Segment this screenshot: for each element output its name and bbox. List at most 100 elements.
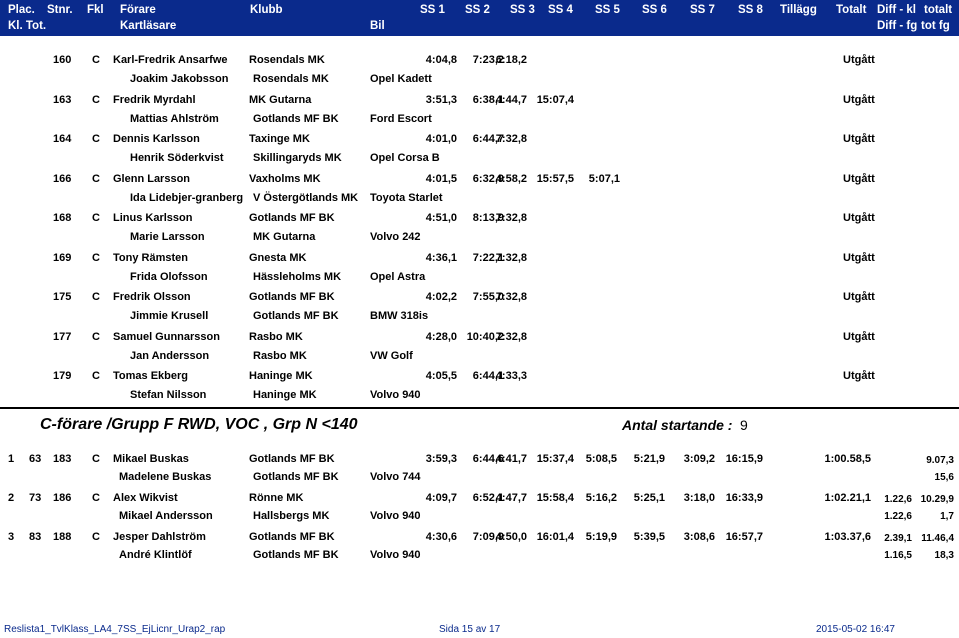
entry-driver: Linus Karlsson — [113, 212, 193, 224]
entry-driver: Samuel Gunnarsson — [113, 330, 220, 343]
result-stage-time: 5:21,9 — [633, 453, 665, 465]
result-stnr: 186 — [53, 492, 72, 504]
result-driver-club: Gotlands MF BK — [249, 531, 335, 543]
header-klubb: Klubb — [250, 4, 283, 16]
header-ss3: SS 3 — [510, 4, 535, 16]
result-stage-time: 4:47,7 — [495, 492, 527, 504]
entry-navigator: Jan Andersson — [130, 349, 210, 362]
entry-status: Utgått — [843, 212, 875, 224]
header-fkl: Fkl — [87, 4, 104, 16]
result-stage-time: 5:19,9 — [585, 531, 617, 543]
entry-class: C — [92, 54, 100, 66]
result-stage-time: 5:08,5 — [585, 453, 617, 465]
entry-stage-time: 6:44,1 — [472, 370, 504, 382]
result-car: Volvo 940 — [370, 549, 421, 561]
result-diff-total: 10.29,9 — [920, 494, 954, 505]
result-navigator: André Klintlöf — [119, 549, 192, 561]
entry-driver-club: MK Gutarna — [249, 93, 312, 106]
entry-stage-time: 4:36,1 — [425, 251, 457, 264]
entry-stnr: 175 — [53, 291, 72, 303]
footer-filename: Reslista1_TvlKlass_LA4_7SS_EjLicnr_Urap2… — [4, 624, 226, 635]
footer-page: Sida 15 av 17 — [439, 624, 501, 635]
entry-stage-time: 6:44,7 — [472, 133, 504, 145]
result-driver: Jesper Dahlström — [113, 531, 206, 543]
entry-class: C — [92, 251, 100, 264]
entry-class: C — [92, 291, 100, 303]
result-stage-time: 3:09,2 — [683, 453, 715, 465]
result-class: C — [92, 531, 100, 543]
result-total: 1:00.58,5 — [824, 453, 871, 465]
entry-stage-time: 7:32,8 — [495, 133, 527, 145]
entry-driver-club: Rasbo MK — [249, 330, 303, 343]
result-stnr: 188 — [53, 531, 72, 543]
entry-stage-time: 4:01,0 — [425, 133, 457, 145]
header-ss4: SS 4 — [548, 4, 573, 16]
header-ss7: SS 7 — [690, 4, 715, 16]
result-stage-time: 5:25,1 — [633, 492, 665, 504]
entry-status: Utgått — [843, 291, 875, 303]
header-plac: Plac. — [8, 4, 35, 16]
header-ss8: SS 8 — [738, 4, 763, 16]
entry-navigator-club: Skillingaryds MK — [253, 152, 342, 164]
entry-navigator-club: Rosendals MK — [253, 73, 329, 85]
header-totalt-diff: totalt — [924, 4, 953, 16]
entry-class: C — [92, 330, 100, 343]
footer-timestamp: 2015-05-02 16:47 — [816, 624, 895, 635]
entry-stage-time: 8:13,9 — [472, 212, 504, 224]
header-totalt: Totalt — [836, 4, 867, 16]
header-tillagg: Tillägg — [780, 4, 817, 16]
result-stage-time: 5:39,5 — [633, 531, 665, 543]
result-overall-place: 83 — [29, 531, 42, 543]
entry-stage-time: 7:32,8 — [495, 291, 527, 303]
entry-class: C — [92, 370, 100, 382]
result-overall-place: 63 — [29, 453, 42, 465]
entry-stage-time: 7:32,8 — [495, 330, 527, 343]
entry-stage-time: 7:23,2 — [472, 54, 504, 66]
section-divider — [0, 407, 959, 409]
entry-car: BMW 318is — [370, 310, 429, 322]
entry-stage-time: 7:22,1 — [472, 251, 504, 264]
result-tot-fg: 1,7 — [940, 511, 954, 522]
result-class: C — [92, 453, 100, 465]
entry-stage-time: 4:44,7 — [495, 93, 527, 106]
entry-driver: Karl-Fredrik Ansarfwe — [113, 54, 228, 66]
result-car: Volvo 940 — [370, 510, 421, 522]
entry-stage-time: 7:32,8 — [495, 212, 527, 224]
entry-stage-time: 6:32,9 — [472, 172, 504, 185]
entry-driver-club: Vaxholms MK — [249, 172, 321, 185]
result-driver: Alex Wikvist — [113, 492, 178, 504]
entry-stnr: 166 — [53, 172, 72, 185]
entry-navigator-club: Rasbo MK — [253, 349, 307, 362]
result-diff-total: 9.07,3 — [926, 455, 954, 466]
result-stage-time: 15:37,4 — [536, 453, 574, 465]
result-stage-time: 3:08,6 — [683, 531, 715, 543]
header-bil: Bil — [370, 20, 385, 32]
entry-car: Opel Astra — [370, 270, 426, 283]
result-stage-time: 6:52,1 — [472, 492, 504, 504]
entry-stage-time: 15:57,5 — [536, 172, 574, 185]
entry-stage-time: 4:33,3 — [495, 370, 527, 382]
entry-car: Toyota Starlet — [370, 191, 443, 204]
entry-car: VW Golf — [370, 349, 413, 362]
entry-stage-time: 4:04,8 — [425, 54, 457, 66]
entry-navigator: Henrik Söderkvist — [130, 152, 224, 164]
entry-stnr: 163 — [53, 93, 72, 106]
entry-driver-club: Gotlands MF BK — [249, 291, 335, 303]
entry-class: C — [92, 172, 100, 185]
entry-stnr: 177 — [53, 330, 72, 343]
entry-class: C — [92, 212, 100, 224]
result-stage-time: 7:09,9 — [472, 531, 504, 543]
section-title: C-förare /Grupp F RWD, VOC , Grp N <140 — [40, 416, 358, 433]
entry-stage-time: 4:01,5 — [425, 172, 457, 185]
result-stage-time: 4:50,0 — [495, 531, 527, 543]
entry-stage-time: 7:55,0 — [472, 291, 504, 303]
entry-driver: Tony Rämsten — [113, 251, 188, 264]
entry-stage-time: 3:51,3 — [425, 93, 457, 106]
entry-class: C — [92, 93, 100, 106]
entry-status: Utgått — [843, 54, 875, 66]
result-total: 1:03.37,6 — [824, 531, 871, 543]
result-diff-class: 1.22,6 — [884, 494, 912, 505]
entry-stage-time: 4:51,0 — [425, 212, 457, 224]
result-driver-club: Gotlands MF BK — [249, 453, 335, 465]
entry-car: Volvo 940 — [370, 389, 421, 401]
